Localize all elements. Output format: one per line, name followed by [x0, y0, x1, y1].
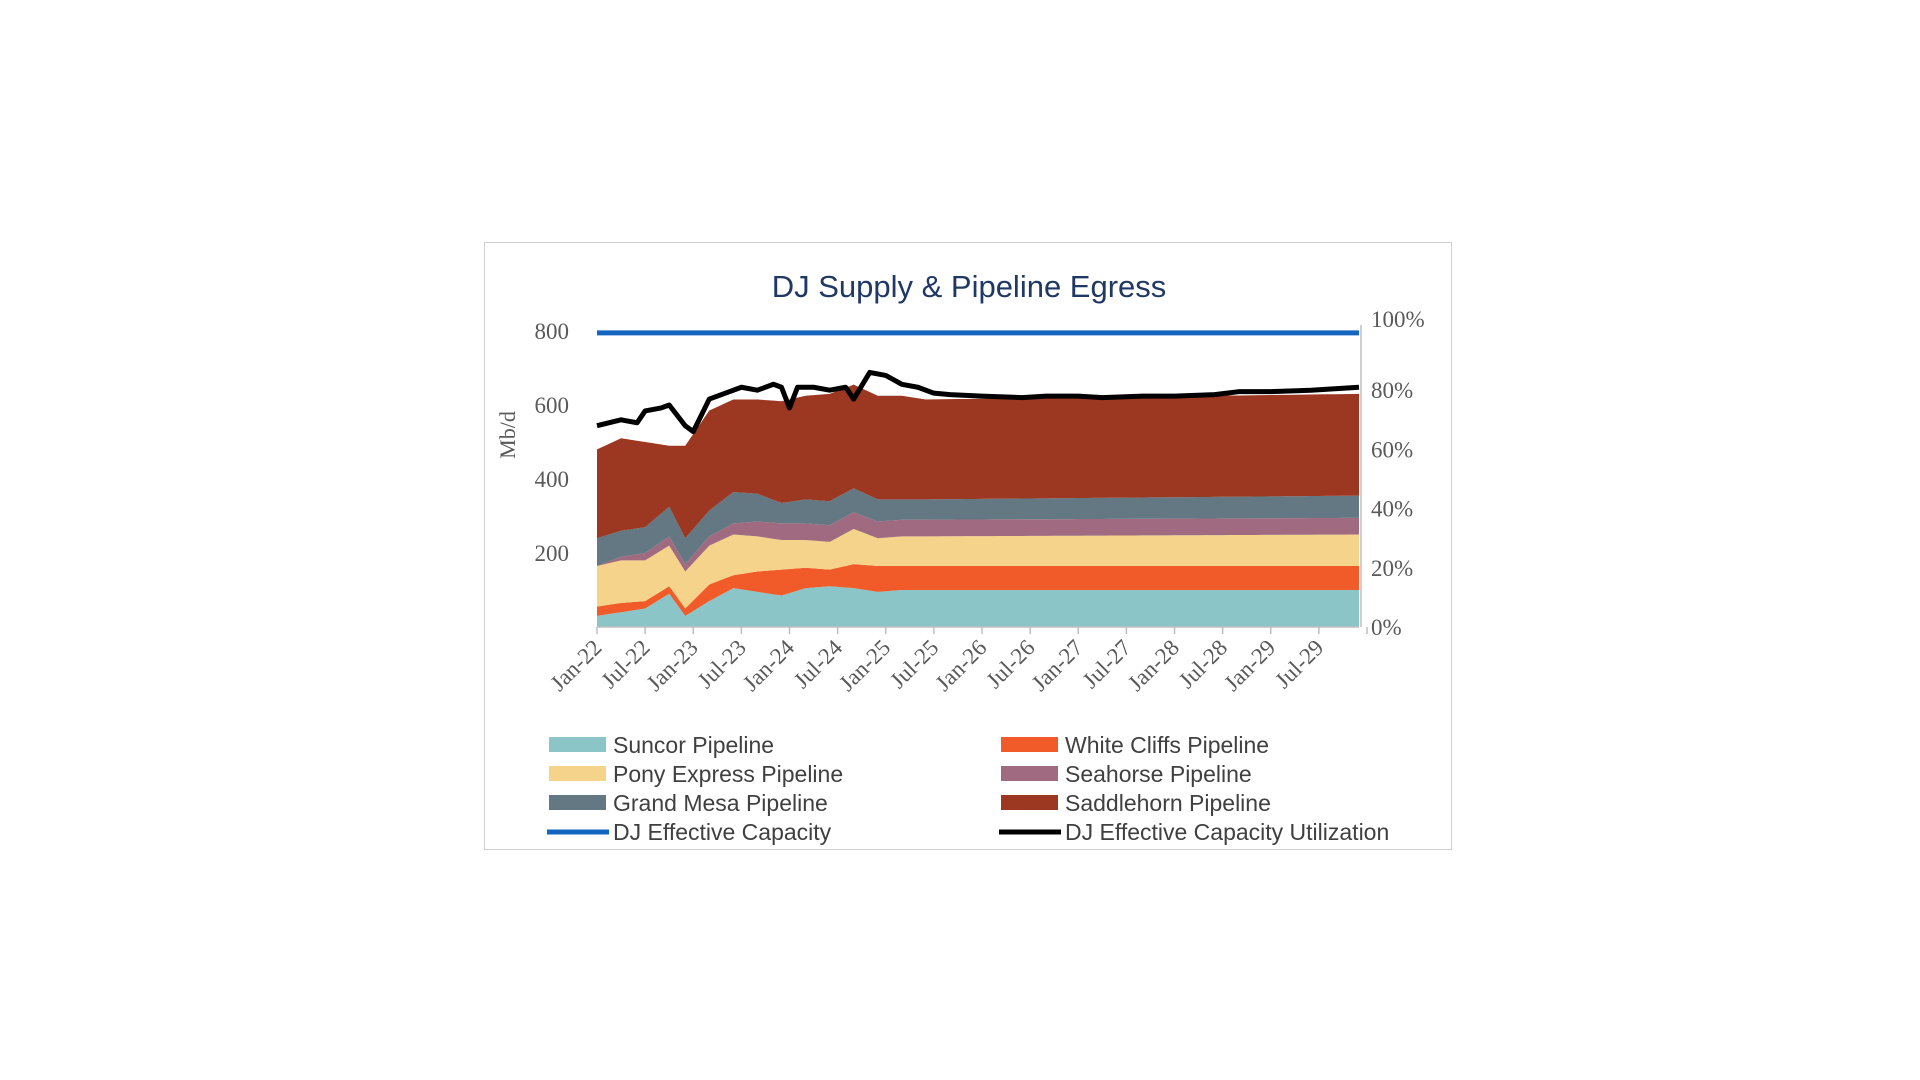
x-tick-label: Jul-29 [1270, 635, 1328, 693]
legend-label-pony-express-pipeline: Pony Express Pipeline [613, 761, 843, 787]
y2-tick-label: 0% [1371, 615, 1402, 640]
chart-title: DJ Supply & Pipeline Egress [772, 269, 1167, 304]
x-tick-label: Jul-26 [981, 635, 1039, 693]
x-tick-label: Jan-27 [1027, 635, 1088, 696]
legend-swatch-pony-express-pipeline [549, 766, 606, 781]
x-tick-label: Jul-24 [789, 635, 848, 694]
legend-swatch-suncor-pipeline [549, 737, 606, 752]
x-tick-label: Jan-26 [931, 635, 992, 696]
y2-tick-label: 60% [1371, 437, 1413, 462]
plot-area [596, 330, 1360, 627]
x-tick-label: Jan-28 [1123, 635, 1184, 696]
x-tick-label: Jul-28 [1174, 635, 1232, 693]
y2-tick-label: 80% [1371, 378, 1413, 403]
x-tick-label: Jul-22 [596, 635, 654, 693]
y-axis-title: Mb/d [495, 411, 520, 459]
legend-label-white-cliffs-pipeline: White Cliffs Pipeline [1065, 732, 1269, 758]
area-white-cliffs-pipeline [597, 564, 1359, 616]
legend-swatch-seahorse-pipeline [1001, 766, 1058, 781]
legend-label-grand-mesa-pipeline: Grand Mesa Pipeline [613, 790, 828, 816]
y-tick-label: 600 [535, 393, 570, 418]
legend-swatch-saddlehorn-pipeline [1001, 795, 1058, 810]
x-tick-label: Jul-25 [885, 635, 943, 693]
area-suncor-pipeline [597, 586, 1359, 627]
x-tick-label: Jan-29 [1219, 635, 1280, 696]
y-tick-label: 200 [535, 541, 570, 566]
line-dj-effective-capacity-utilization [596, 369, 1360, 435]
y2-tick-label: 20% [1371, 556, 1413, 581]
x-tick-label: Jul-23 [693, 635, 751, 693]
area-pony-express-pipeline [597, 528, 1359, 609]
y-tick-label: 800 [535, 319, 570, 344]
legend-swatch-grand-mesa-pipeline [549, 795, 606, 810]
chart-frame: DJ Supply & Pipeline Egress Mb/d Jan-22 J… [484, 242, 1452, 850]
x-tick-label: Jan-24 [738, 635, 799, 696]
area-grand-mesa-pipeline [597, 488, 1359, 566]
chart-svg: DJ Supply & Pipeline Egress Mb/d Jan-22J… [495, 269, 1425, 845]
x-tick-label: Jan-25 [834, 635, 895, 696]
legend-label-dj-effective-capacity-utilization: DJ Effective Capacity Utilization [1065, 819, 1389, 845]
legend: Suncor Pipeline White Cliffs Pipeline Pony… [547, 732, 1389, 845]
x-tick-label: Jul-27 [1078, 635, 1136, 693]
legend-swatch-white-cliffs-pipeline [1001, 737, 1058, 752]
area-saddlehorn-pipeline [597, 384, 1359, 539]
legend-label-dj-effective-capacity: DJ Effective Capacity [613, 819, 832, 845]
x-tick-label: Jan-22 [545, 635, 606, 696]
area-seahorse-pipeline [597, 512, 1359, 572]
x-tick-label: Jan-23 [642, 635, 703, 696]
y2-tick-label: 40% [1371, 497, 1413, 522]
legend-label-saddlehorn-pipeline: Saddlehorn Pipeline [1065, 790, 1271, 816]
legend-label-suncor-pipeline: Suncor Pipeline [613, 732, 774, 758]
y2-tick-label: 100% [1371, 307, 1425, 332]
legend-label-seahorse-pipeline: Seahorse Pipeline [1065, 761, 1252, 787]
y-tick-label: 400 [535, 467, 570, 492]
